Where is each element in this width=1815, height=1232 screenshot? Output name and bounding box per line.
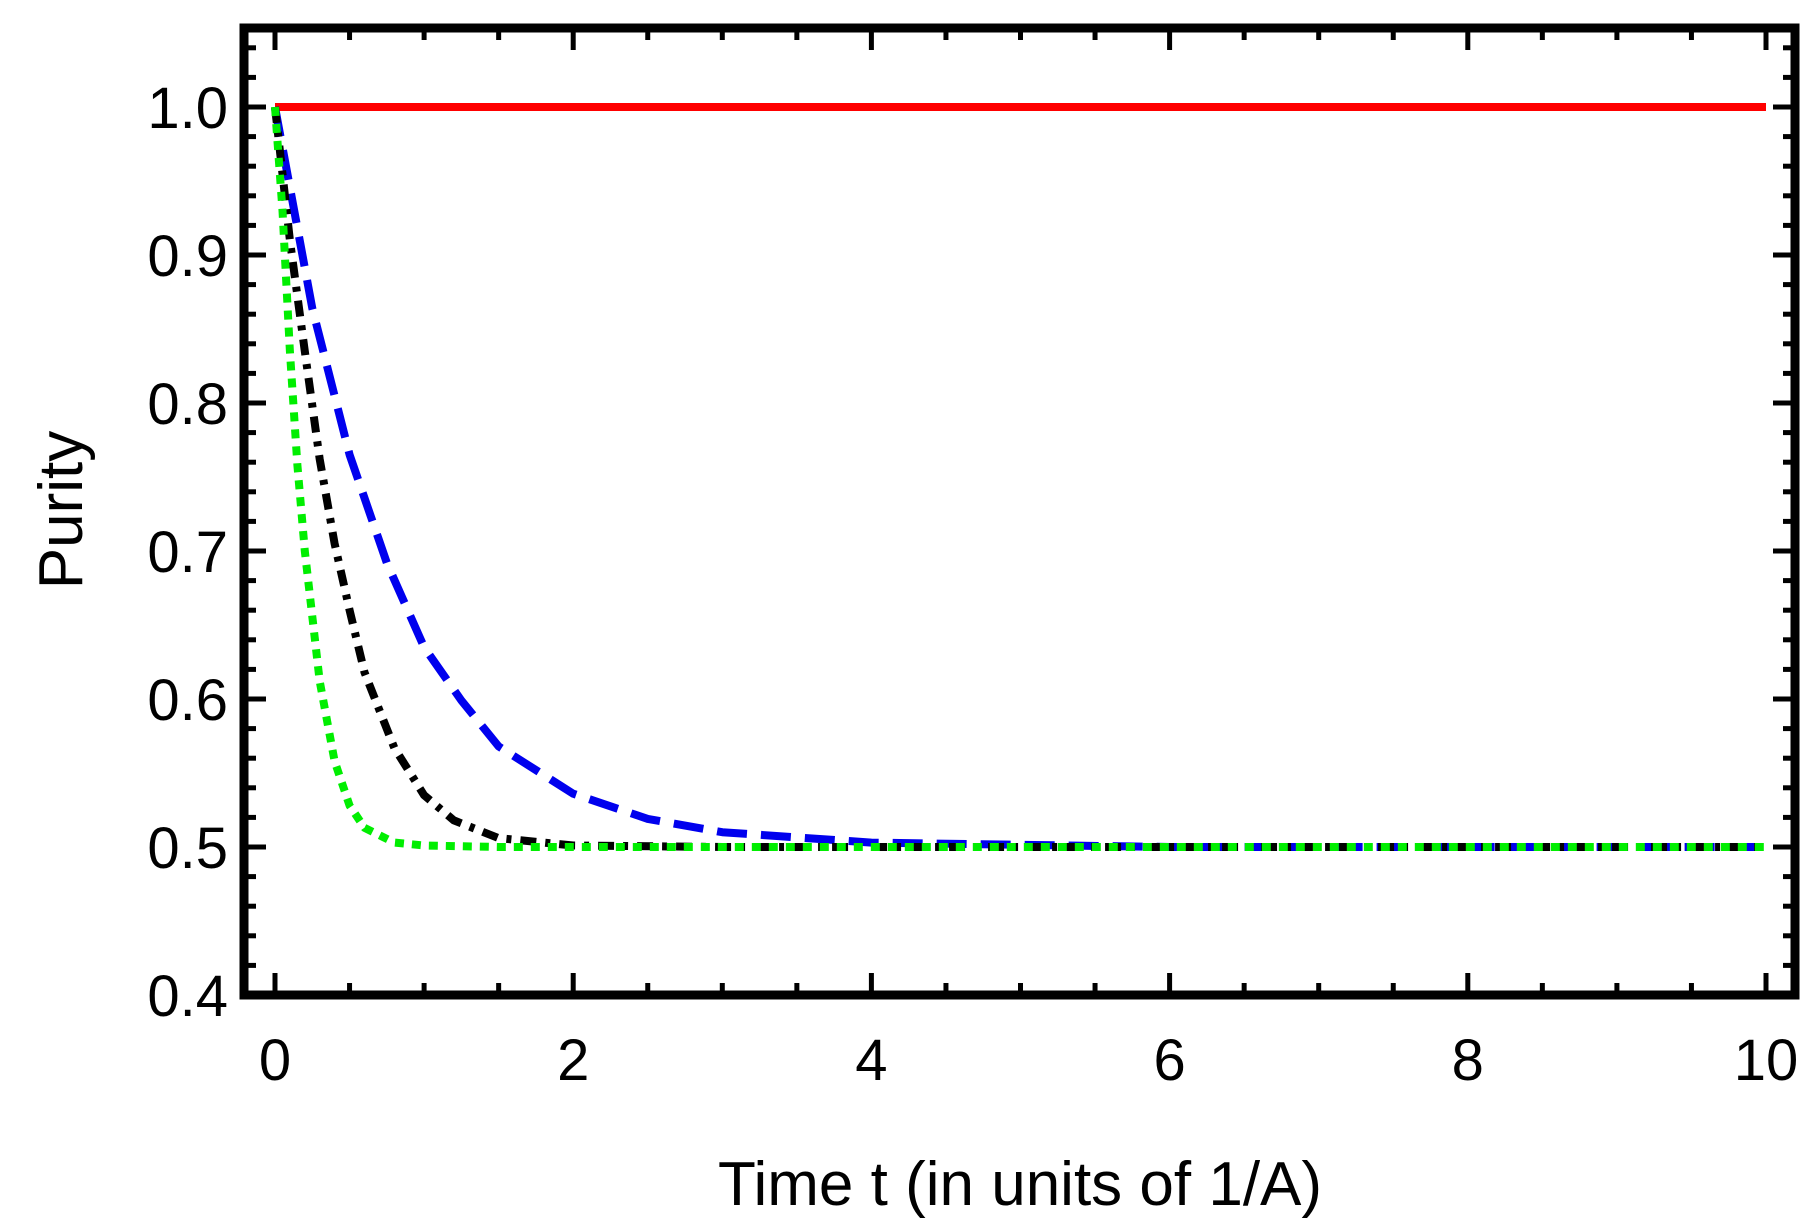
dashdot-black-curve xyxy=(271,106,1766,851)
dashed-blue-curve xyxy=(271,106,1766,851)
y-tick-label: 0.4 xyxy=(147,964,228,1029)
y-tick-label: 0.5 xyxy=(147,816,228,881)
y-tick-label: 0.8 xyxy=(147,372,228,437)
y-tick-label: 0.9 xyxy=(147,224,228,289)
y-axis-title: Purity xyxy=(27,431,96,589)
x-tick-label: 2 xyxy=(557,1028,589,1093)
y-tick-label: 0.6 xyxy=(147,668,228,733)
y-tick-label: 0.7 xyxy=(147,520,228,585)
x-tick-label: 4 xyxy=(855,1028,887,1093)
x-tick-label: 10 xyxy=(1734,1028,1799,1093)
curves-layer xyxy=(271,103,1766,851)
y-tick-label: 1.0 xyxy=(147,76,228,141)
dotted-green-curve xyxy=(271,106,1766,851)
tick-labels-layer: 0 2 4 6 8 10 0.4 0.5 0.6 0.7 0.8 0.9 1.0 xyxy=(147,76,1798,1093)
x-tick-label: 0 xyxy=(259,1028,291,1093)
x-tick-label: 8 xyxy=(1452,1028,1484,1093)
x-tick-label: 6 xyxy=(1153,1028,1185,1093)
ticks-layer xyxy=(244,28,1795,998)
x-axis-title: Time t (in units of 1/A) xyxy=(718,1150,1322,1219)
